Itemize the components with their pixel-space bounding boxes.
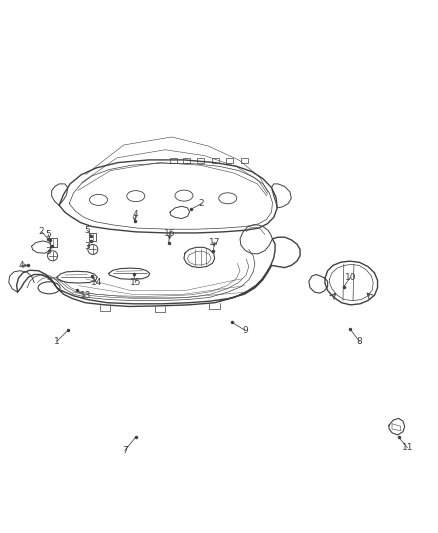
Bar — [212, 158, 219, 163]
Text: 13: 13 — [80, 292, 91, 300]
Text: 14: 14 — [91, 278, 102, 287]
Text: 9: 9 — [242, 326, 248, 335]
Bar — [226, 158, 233, 163]
Text: 4: 4 — [18, 261, 24, 270]
Text: 3: 3 — [85, 242, 91, 251]
Text: 1: 1 — [54, 337, 60, 345]
Text: 11: 11 — [402, 443, 413, 452]
Text: 15: 15 — [130, 278, 141, 287]
Text: 10: 10 — [345, 273, 356, 281]
Text: 5: 5 — [85, 226, 91, 235]
Bar — [197, 158, 204, 163]
Text: 16: 16 — [164, 229, 176, 238]
Text: 17: 17 — [209, 238, 220, 247]
Text: 2: 2 — [39, 228, 44, 236]
Text: 7: 7 — [122, 446, 128, 455]
Text: 2: 2 — [199, 199, 204, 208]
Text: 3: 3 — [45, 247, 51, 256]
Bar — [170, 158, 177, 163]
Bar — [241, 158, 248, 163]
Text: 8: 8 — [356, 337, 362, 345]
Bar — [183, 158, 190, 163]
Text: 5: 5 — [45, 230, 51, 239]
Text: 4: 4 — [133, 210, 138, 219]
